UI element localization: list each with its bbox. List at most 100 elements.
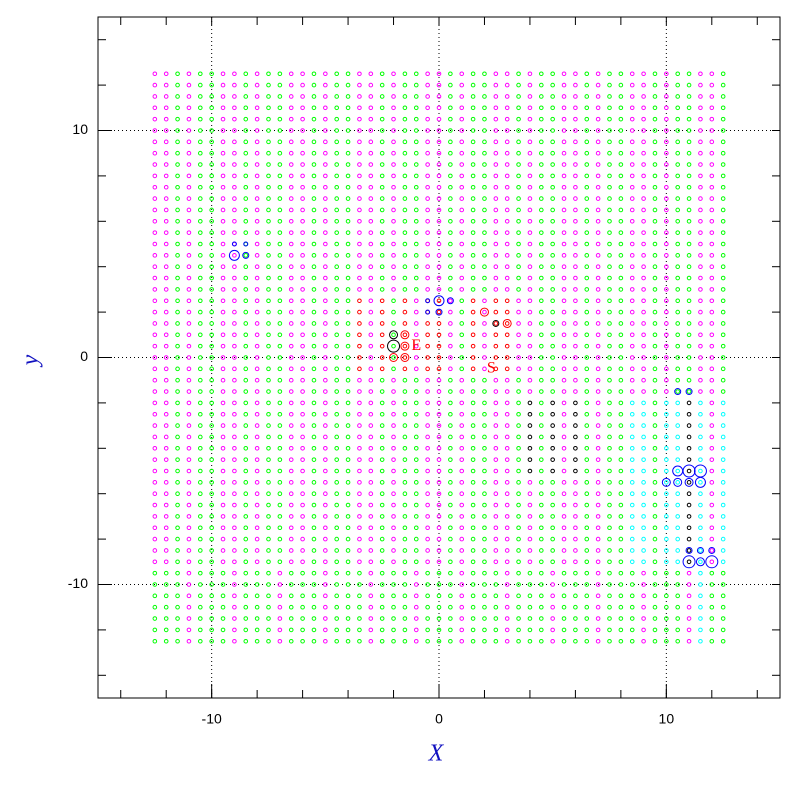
grid-point (334, 593, 340, 599)
grid-point (436, 366, 442, 372)
grid-point (664, 116, 669, 122)
grid-point (561, 219, 567, 224)
grid-point (459, 582, 465, 587)
grid-point (652, 411, 658, 417)
grid-point (379, 150, 385, 156)
grid-point (163, 638, 169, 644)
grid-point (163, 309, 169, 315)
grid-point (652, 536, 658, 542)
grid-point (641, 616, 646, 621)
grid-point (357, 434, 362, 440)
grid-point (288, 196, 294, 201)
grid-point (459, 230, 465, 235)
grid-point (277, 525, 283, 531)
grid-point (459, 593, 465, 599)
grid-point (652, 71, 658, 77)
grid-point (300, 366, 305, 372)
grid-point (573, 264, 578, 270)
grid-point (482, 457, 487, 462)
grid-point (436, 627, 442, 633)
grid-point (516, 94, 521, 99)
grid-point (175, 184, 180, 190)
grid-point (641, 275, 646, 281)
grid-point (641, 355, 646, 360)
grid-point (357, 196, 362, 201)
grid-point (709, 582, 715, 587)
grid-point (413, 139, 419, 145)
grid-point (186, 502, 192, 508)
grid-point (550, 570, 555, 576)
grid-point (527, 116, 533, 122)
grid-point (425, 196, 430, 201)
grid-point (368, 264, 374, 270)
grid-point (573, 253, 578, 258)
grid-point (254, 559, 260, 565)
grid-point (595, 94, 601, 99)
grid-point (641, 627, 646, 633)
grid-point (482, 366, 487, 372)
grid-point (323, 207, 328, 213)
grid-point (664, 173, 669, 179)
grid-point (334, 139, 340, 145)
grid-point (288, 253, 294, 258)
grid-point (641, 287, 646, 292)
grid-point (550, 173, 555, 179)
grid-point (220, 502, 226, 508)
grid-point (539, 150, 544, 156)
grid-point (391, 321, 396, 326)
grid-point (527, 502, 533, 508)
grid-point (311, 423, 317, 428)
grid-point (220, 491, 226, 497)
grid-point (152, 264, 158, 270)
grid-point (595, 457, 601, 462)
grid-point (539, 593, 544, 599)
grid-point (516, 570, 521, 576)
grid-point (641, 638, 646, 644)
grid-point (391, 105, 396, 111)
grid-point (539, 196, 544, 201)
highlight-point (479, 307, 489, 317)
grid-point (618, 82, 624, 88)
grid-point (163, 253, 169, 258)
grid-point (379, 638, 385, 644)
grid-point (504, 434, 510, 440)
grid-point (175, 321, 180, 326)
grid-point (527, 570, 533, 576)
grid-point (516, 593, 521, 599)
grid-point (709, 139, 715, 145)
grid-point (584, 162, 590, 167)
grid-point (675, 150, 681, 156)
grid-point (675, 105, 681, 111)
grid-point (709, 570, 715, 576)
grid-point (584, 400, 590, 406)
grid-point (391, 502, 396, 508)
grid-point (345, 343, 351, 349)
grid-point (436, 275, 442, 281)
grid-point (152, 253, 158, 258)
grid-point (323, 321, 328, 326)
grid-point (163, 139, 169, 145)
grid-point (311, 559, 317, 565)
grid-point (618, 400, 624, 406)
grid-point (198, 230, 203, 235)
grid-point (175, 638, 180, 644)
grid-point (402, 411, 408, 417)
grid-point (288, 287, 294, 292)
grid-point (664, 604, 669, 610)
grid-point (664, 559, 669, 565)
grid-point (436, 423, 442, 428)
grid-point (595, 411, 601, 417)
grid-point (470, 638, 476, 644)
grid-point (516, 638, 521, 644)
grid-point (266, 139, 271, 145)
grid-point (550, 196, 555, 201)
grid-point (482, 616, 487, 621)
grid-point (539, 400, 544, 406)
grid-point (550, 525, 555, 531)
highlight-point (492, 319, 500, 327)
grid-point (664, 582, 669, 587)
grid-point (595, 207, 601, 213)
grid-point (391, 298, 396, 304)
grid-point (504, 366, 510, 372)
grid-point (493, 128, 499, 133)
